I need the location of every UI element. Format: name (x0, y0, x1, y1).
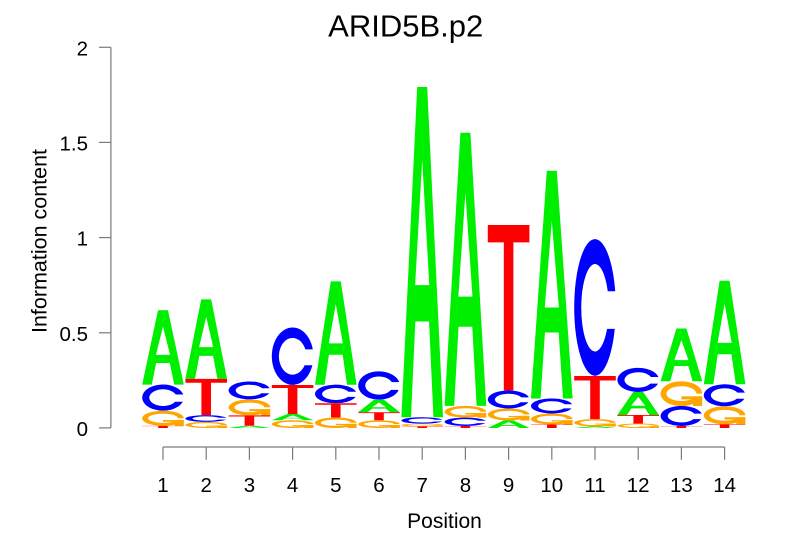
svg-text:2: 2 (200, 474, 211, 497)
svg-text:6: 6 (373, 474, 384, 497)
svg-text:13: 13 (670, 474, 693, 497)
svg-text:ARID5B.p2: ARID5B.p2 (328, 9, 483, 44)
svg-text:Information content: Information content (28, 149, 52, 333)
svg-text:2: 2 (77, 37, 88, 60)
svg-text:9: 9 (503, 474, 514, 497)
svg-text:14: 14 (713, 474, 736, 497)
svg-text:8: 8 (460, 474, 471, 497)
svg-text:Position: Position (407, 510, 482, 533)
svg-text:4: 4 (287, 474, 298, 497)
svg-text:5: 5 (330, 474, 341, 497)
svg-text:1.5: 1.5 (60, 132, 89, 155)
svg-text:1: 1 (77, 228, 88, 251)
svg-text:0: 0 (77, 418, 88, 441)
svg-text:1: 1 (157, 474, 168, 497)
svg-text:10: 10 (540, 474, 563, 497)
svg-text:12: 12 (627, 474, 650, 497)
svg-text:11: 11 (584, 474, 605, 497)
svg-text:7: 7 (416, 474, 427, 497)
svg-text:3: 3 (244, 474, 255, 497)
svg-text:0.5: 0.5 (60, 323, 89, 346)
